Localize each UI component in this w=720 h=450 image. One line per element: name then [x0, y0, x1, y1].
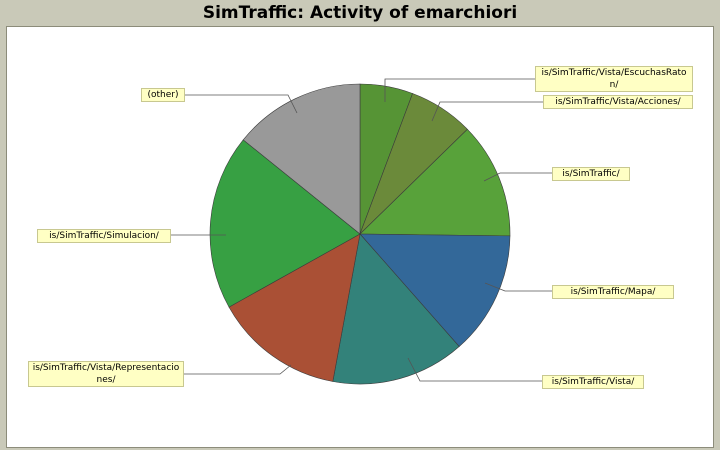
slice-label-1: is/SimTraffic/Vista/Acciones/: [543, 95, 693, 109]
leader-line-1: [431, 101, 543, 122]
pie-slice-6: [209, 139, 361, 308]
slice-label-5: is/SimTraffic/Vista/Representaciones/: [28, 361, 184, 387]
leader-line-2: [483, 172, 552, 182]
slice-label-2: is/SimTraffic/: [552, 167, 630, 181]
pie-slice-4: [332, 233, 460, 385]
leader-line-0: [384, 78, 535, 102]
slice-label-0: is/SimTraffic/Vista/EscuchasRaton/: [535, 66, 693, 92]
leader-line-4: [407, 357, 542, 382]
slice-label-7: (other): [141, 88, 185, 102]
leader-line-3: [484, 282, 552, 292]
pie-slice-7: [242, 83, 361, 235]
leader-line-7: [177, 94, 298, 114]
pie-slice-2: [359, 128, 511, 237]
slice-label-6: is/SimTraffic/Simulacion/: [37, 229, 171, 243]
pie-slice-5: [228, 233, 361, 382]
pie-slice-3: [359, 233, 511, 347]
leader-line-5: [176, 364, 292, 375]
chart-title: SimTraffic: Activity of emarchiori: [202, 3, 518, 23]
slice-label-4: is/SimTraffic/Vista/: [542, 375, 644, 389]
slice-label-3: is/SimTraffic/Mapa/: [552, 285, 674, 299]
